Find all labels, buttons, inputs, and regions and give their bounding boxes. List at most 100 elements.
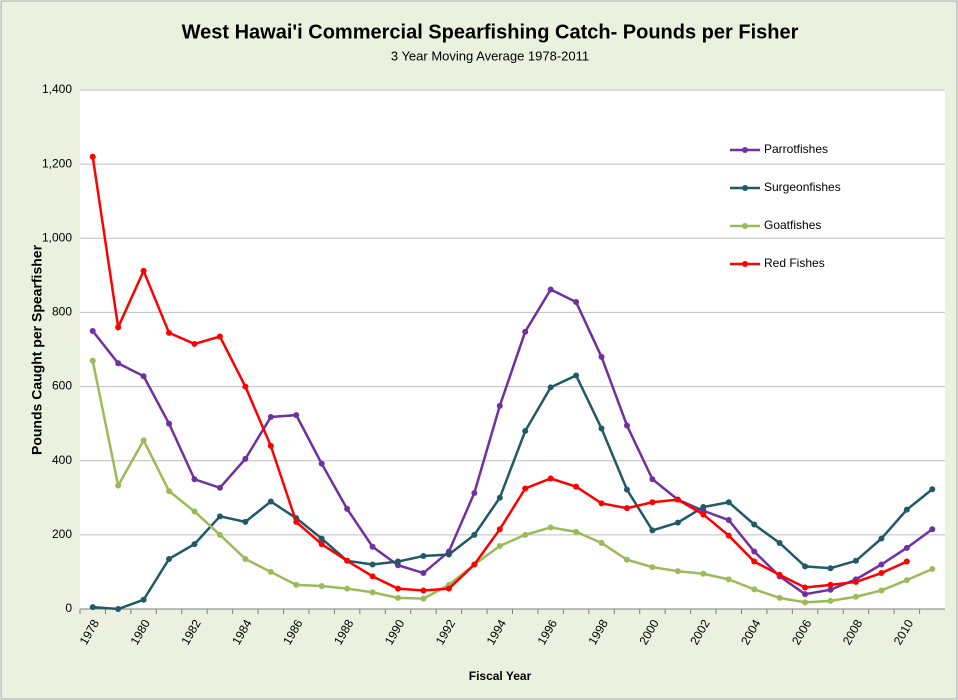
point-marker <box>293 412 300 419</box>
point-marker <box>852 593 859 600</box>
point-marker <box>89 357 96 364</box>
point-marker <box>903 506 910 513</box>
point-marker <box>598 353 605 360</box>
point-marker <box>827 565 834 572</box>
point-marker <box>725 576 732 583</box>
point-marker <box>420 587 427 594</box>
point-marker <box>878 535 885 542</box>
point-marker <box>573 299 580 306</box>
point-marker <box>318 583 325 590</box>
point-marker <box>751 586 758 593</box>
point-marker <box>929 486 936 493</box>
point-marker <box>802 591 809 598</box>
point-marker <box>471 561 478 568</box>
point-marker <box>852 557 859 564</box>
series-line <box>91 360 933 604</box>
point-marker <box>242 455 249 462</box>
point-marker <box>216 333 223 340</box>
point-marker <box>903 558 910 565</box>
point-marker <box>496 494 503 501</box>
point-marker <box>191 476 198 483</box>
legend-marker <box>742 185 748 191</box>
point-marker <box>522 428 529 435</box>
point-marker <box>140 596 147 603</box>
point-marker <box>623 505 630 512</box>
point-marker <box>395 594 402 601</box>
y-tick-label: 1,400 <box>42 82 72 96</box>
point-marker <box>445 585 452 592</box>
point-marker <box>751 521 758 528</box>
point-marker <box>191 340 198 347</box>
point-marker <box>649 564 656 571</box>
point-marker <box>649 499 656 506</box>
point-marker <box>191 541 198 548</box>
point-marker <box>369 573 376 580</box>
point-marker <box>598 540 605 547</box>
point-marker <box>89 604 96 611</box>
point-marker <box>598 500 605 507</box>
point-marker <box>496 402 503 409</box>
point-marker <box>827 586 834 593</box>
point-marker <box>267 413 274 420</box>
point-marker <box>751 548 758 555</box>
point-marker <box>827 597 834 604</box>
legend-label: Goatfishes <box>764 218 821 232</box>
point-marker <box>700 511 707 518</box>
point-marker <box>598 425 605 432</box>
point-marker <box>166 420 173 427</box>
point-marker <box>878 561 885 568</box>
y-tick-label: 400 <box>52 453 72 467</box>
point-marker <box>344 585 351 592</box>
legend-marker <box>742 223 748 229</box>
y-axis-label: Pounds Caught per Spearfisher <box>29 244 45 455</box>
point-marker <box>89 327 96 334</box>
y-tick-label: 0 <box>65 601 72 615</box>
point-marker <box>115 360 122 367</box>
point-marker <box>115 324 122 331</box>
point-marker <box>369 543 376 550</box>
point-marker <box>878 587 885 594</box>
point-marker <box>115 606 122 612</box>
point-marker <box>573 528 580 535</box>
point-marker <box>318 541 325 548</box>
point-marker <box>191 508 198 515</box>
point-marker <box>725 517 732 524</box>
point-marker <box>674 496 681 503</box>
point-marker <box>903 577 910 584</box>
y-tick-label: 200 <box>52 527 72 541</box>
point-marker <box>649 476 656 483</box>
point-marker <box>700 504 707 511</box>
point-marker <box>522 328 529 335</box>
point-marker <box>725 499 732 506</box>
point-marker <box>929 565 936 572</box>
point-marker <box>395 558 402 565</box>
point-marker <box>776 594 783 601</box>
point-marker <box>903 544 910 551</box>
point-marker <box>802 599 809 606</box>
point-marker <box>878 570 885 577</box>
point-marker <box>369 561 376 568</box>
point-marker <box>344 505 351 512</box>
point-marker <box>649 527 656 534</box>
point-marker <box>242 555 249 562</box>
point-marker <box>623 486 630 493</box>
point-marker <box>547 475 554 482</box>
point-marker <box>115 482 122 489</box>
y-tick-label: 1,200 <box>42 156 72 170</box>
point-marker <box>140 373 147 380</box>
point-marker <box>674 568 681 575</box>
point-marker <box>369 589 376 596</box>
point-marker <box>216 484 223 491</box>
y-tick-label: 1,000 <box>42 230 72 244</box>
point-marker <box>445 551 452 558</box>
point-marker <box>929 526 936 533</box>
point-marker <box>802 584 809 591</box>
point-marker <box>547 286 554 293</box>
point-marker <box>573 483 580 490</box>
point-marker <box>623 556 630 563</box>
point-marker <box>420 552 427 559</box>
point-marker <box>827 581 834 588</box>
point-marker <box>166 555 173 562</box>
